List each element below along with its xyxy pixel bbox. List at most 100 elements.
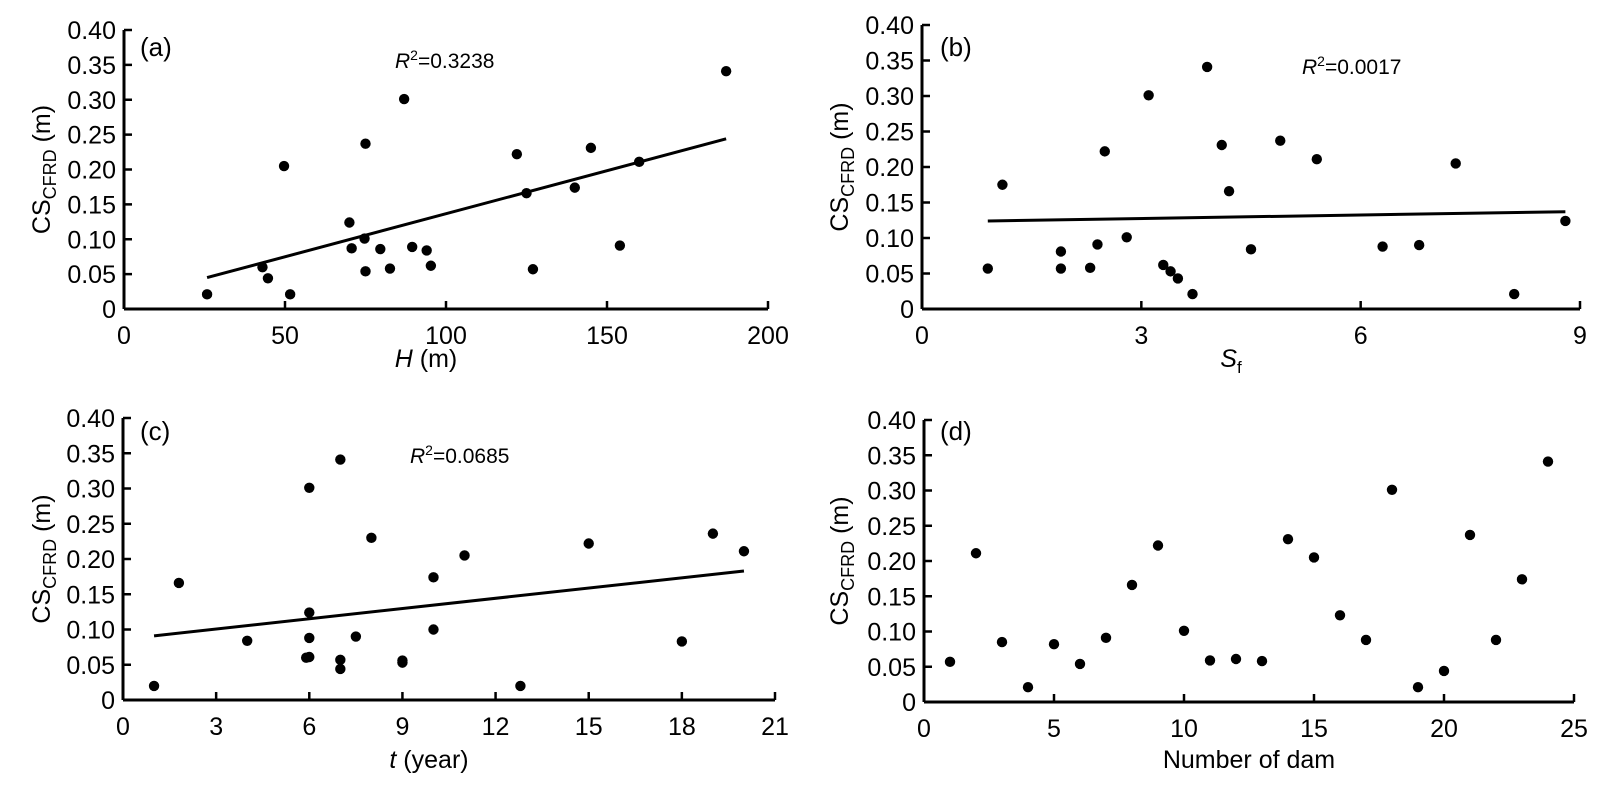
data-point [1022, 681, 1034, 693]
x-tick-label: 200 [747, 322, 789, 350]
data-point [459, 550, 470, 561]
data-point [1450, 158, 1461, 169]
data-point [707, 528, 719, 539]
data-point [360, 266, 371, 277]
y-tick-label: 0.30 [66, 476, 115, 504]
panel-label: (c) [140, 416, 170, 446]
data-point [1187, 288, 1198, 300]
x-axis-label-text: (m) [413, 345, 457, 373]
data-point [335, 663, 346, 675]
x-tick-label: 9 [1573, 322, 1587, 350]
x-axis-label-sub: f [1237, 358, 1242, 377]
y-tick-label: 0.30 [67, 87, 116, 115]
x-axis-label: t (year) [389, 746, 468, 774]
x-tick-label: 3 [1134, 322, 1148, 350]
data-point [1360, 634, 1372, 646]
r-squared-value: =0.0017 [1325, 56, 1402, 79]
data-point [1048, 638, 1060, 650]
x-tick-label: 0 [915, 322, 929, 350]
data-point [1386, 484, 1398, 495]
data-point [406, 241, 418, 253]
y-tick-label: 0.20 [67, 157, 116, 185]
y-tick-label: 0.10 [66, 617, 115, 645]
x-tick-label: 0 [117, 322, 131, 350]
data-point [1256, 655, 1268, 667]
y-tick-label: 0.40 [867, 407, 916, 435]
x-axis-label: Sf [1220, 345, 1242, 377]
data-point [1245, 244, 1257, 255]
y-tick-label: 0.25 [865, 119, 914, 147]
x-tick-label: 6 [302, 713, 316, 741]
data-point [521, 188, 532, 199]
data-point [262, 273, 274, 284]
y-axis-label-main: CS [28, 589, 56, 624]
data-point [676, 636, 688, 647]
data-point [335, 454, 346, 465]
y-tick-label: 0.25 [867, 513, 916, 541]
data-point [982, 263, 993, 274]
y-tick-label: 0.15 [66, 581, 115, 609]
panel-c: 0 0.05 0.10 0.15 0.20 0.25 0.30 0.35 0.40 0 3 6 9 12 1… [28, 405, 789, 774]
y-tick-label: 0.20 [867, 548, 916, 576]
data-point [944, 656, 956, 668]
data-point [634, 156, 645, 168]
x-tick-label: 18 [668, 713, 696, 741]
r-squared-annotation: R2=0.0017 [1302, 53, 1401, 79]
data-point [241, 635, 253, 646]
y-tick-label: 0.05 [66, 652, 115, 680]
y-axis-label-sub: CFRD [838, 147, 858, 197]
x-tick-label: 12 [482, 713, 510, 741]
data-point [1143, 90, 1154, 101]
data-point [384, 263, 396, 274]
data-point [1509, 288, 1520, 300]
y-axis-label-unit: (m) [826, 496, 854, 540]
y-tick-label: 0.20 [865, 154, 914, 182]
data-point [1464, 529, 1476, 541]
data-point [428, 624, 439, 635]
data-point [1126, 579, 1138, 591]
r-squared-value: =0.3238 [418, 50, 495, 73]
y-axis-label-unit: (m) [28, 494, 56, 538]
data-point [397, 657, 408, 668]
data-point [284, 289, 296, 300]
data-point [1099, 146, 1110, 157]
r-squared-symbol: R [395, 50, 410, 73]
data-point [344, 217, 355, 228]
data-point [1055, 263, 1067, 274]
data-point [375, 243, 386, 255]
x-tick-label: 150 [586, 322, 628, 350]
x-axis-label: H (m) [395, 345, 457, 373]
regression-line [153, 569, 745, 638]
y-tick-label: 0.25 [67, 122, 116, 150]
data-point [1560, 215, 1571, 227]
y-tick-label: 0.10 [865, 225, 914, 253]
data-point [346, 243, 357, 254]
data-point [304, 607, 315, 618]
data-point [360, 138, 371, 149]
data-point [1230, 653, 1242, 665]
x-tick-label: 20 [1430, 715, 1458, 743]
y-axis-label-main: CS [826, 197, 854, 232]
x-tick-label: 9 [395, 713, 409, 741]
x-tick-label: 100 [425, 322, 467, 350]
data-point [720, 65, 732, 77]
data-point [148, 680, 160, 692]
data-point [1311, 153, 1323, 165]
y-tick-label: 0.05 [867, 654, 916, 682]
data-point [257, 261, 268, 273]
x-tick-label: 15 [1300, 715, 1328, 743]
x-tick-label: 5 [1047, 715, 1061, 743]
data-point [1084, 262, 1096, 274]
y-axis-label-main: CS [826, 591, 854, 626]
y-tick-label: 0.15 [867, 583, 916, 611]
panel-label: (d) [940, 416, 972, 446]
data-point [1334, 610, 1346, 621]
x-tick-label: 25 [1560, 715, 1588, 743]
data-point [1165, 266, 1176, 277]
data-point [304, 651, 315, 663]
x-axis-label: Number of dam [1163, 746, 1335, 774]
data-point [1152, 540, 1164, 551]
data-point [1216, 139, 1227, 151]
x-tick-label: 0 [917, 715, 931, 743]
regression-line [987, 210, 1566, 223]
